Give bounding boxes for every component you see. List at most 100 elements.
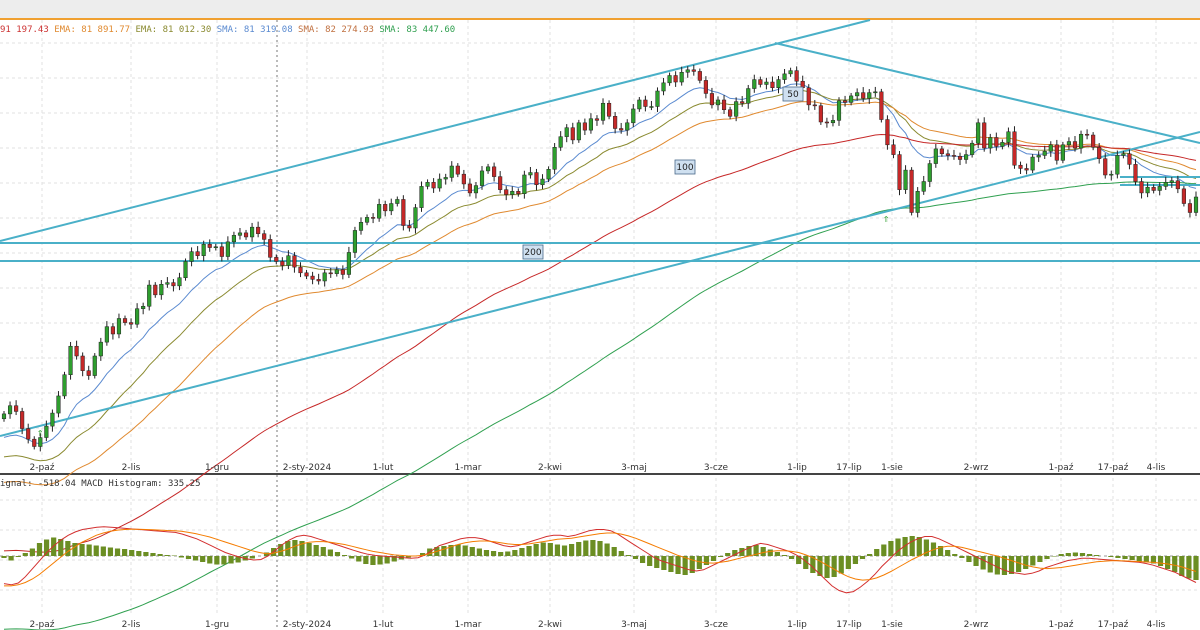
- macd-histogram-bar: [462, 545, 468, 556]
- macd-histogram-bar: [334, 552, 341, 556]
- candle-body: [274, 257, 279, 262]
- macd-histogram-bar: [405, 556, 412, 558]
- candle-body: [970, 142, 975, 155]
- macd-histogram-bar: [22, 553, 28, 556]
- candle-body: [794, 70, 799, 82]
- x-tick-label: 1-paź: [1049, 620, 1074, 630]
- candle-body: [165, 282, 170, 285]
- candle-body: [1103, 158, 1108, 176]
- macd-histogram-bar: [86, 544, 92, 556]
- candle-body: [1139, 181, 1144, 194]
- candle-body: [1169, 180, 1174, 183]
- macd-histogram-bar: [1058, 554, 1064, 556]
- candle-body: [50, 412, 55, 427]
- x-tick-label: 17-lip: [836, 463, 862, 473]
- candle-body: [891, 144, 896, 155]
- x-tick-label: 3-cze: [704, 620, 729, 630]
- macd-histogram-bar: [171, 555, 177, 556]
- candle-body: [921, 181, 926, 192]
- macd-histogram-bar: [618, 551, 624, 556]
- macd-histogram-bar: [881, 544, 887, 556]
- x-tick-label: 4-lis: [1147, 620, 1166, 630]
- candle-body: [104, 326, 109, 343]
- candle-body: [159, 283, 164, 296]
- macd-histogram-bar: [285, 541, 291, 556]
- candle-body: [1193, 196, 1199, 213]
- macd-histogram-bar: [576, 542, 582, 556]
- candle-body: [395, 199, 400, 204]
- candle-body: [310, 275, 315, 280]
- x-tick-label: 17-paź: [1098, 620, 1129, 630]
- x-tick-label: 3-maj: [621, 463, 647, 473]
- ma-badge: [674, 159, 696, 175]
- candle-body: [830, 120, 836, 124]
- macd-histogram-bar: [476, 548, 482, 556]
- candle-body: [383, 204, 388, 212]
- macd-histogram-bar: [278, 544, 284, 556]
- macd-histogram-bar: [483, 550, 490, 556]
- candle-body: [1066, 141, 1071, 146]
- macd-histogram-bar: [1001, 556, 1008, 575]
- x-tick-label: 4-lis: [1147, 463, 1166, 473]
- x-tick-label: 1-sie: [881, 620, 903, 630]
- macd-histogram-bar: [916, 537, 922, 556]
- candle-body: [280, 261, 285, 266]
- macd-histogram-bar: [774, 552, 780, 556]
- candle-body: [1048, 144, 1053, 152]
- candle-body: [292, 255, 297, 268]
- macd-histogram-bar: [909, 536, 915, 556]
- candle-body: [213, 246, 218, 248]
- candle-body: [455, 165, 460, 175]
- macd-histogram-bar: [235, 556, 241, 563]
- candle-body: [679, 71, 684, 83]
- candle-body: [256, 226, 261, 234]
- candlesticks: ⇑⇑: [1, 64, 1199, 452]
- candle-body: [855, 92, 860, 97]
- macd-histogram-bar: [313, 545, 319, 556]
- x-tick-label: 2-paź: [30, 620, 55, 630]
- macd-histogram-bar: [370, 556, 376, 565]
- macd-histogram-bar: [356, 556, 362, 562]
- candle-body: [770, 81, 775, 88]
- macd-histogram-bar: [632, 556, 639, 559]
- candle-body: [1187, 203, 1193, 213]
- macd-histogram-bar: [377, 556, 383, 565]
- candle-body: [1175, 180, 1180, 190]
- candle-body: [933, 148, 938, 164]
- candle-body: [734, 101, 739, 117]
- moving-average-line: [3, 83, 1197, 445]
- macd-histogram-bar: [718, 556, 724, 557]
- x-tick-label: 1-mar: [455, 620, 482, 630]
- candle-body: [485, 166, 491, 172]
- macd-histogram-bar: [65, 541, 71, 556]
- candle-body: [649, 106, 654, 108]
- candle-body: [721, 99, 727, 111]
- candle-body: [570, 127, 575, 141]
- macd-histogram-bar: [129, 550, 135, 556]
- candle-body: [407, 225, 412, 229]
- macd-histogram-bar: [945, 550, 951, 556]
- macd-histogram-bar: [93, 545, 99, 556]
- candle-body: [413, 207, 418, 229]
- candle-body: [528, 172, 533, 176]
- candle-body: [135, 308, 140, 325]
- signal-line: [4, 528, 1197, 587]
- candle-body: [498, 176, 503, 190]
- candle-body: [1151, 186, 1156, 191]
- macd-histogram-bar: [725, 553, 731, 556]
- macd-histogram-bar: [675, 556, 681, 574]
- candle-body: [776, 79, 781, 88]
- candle-body: [552, 147, 557, 170]
- moving-average-line: [3, 101, 1197, 486]
- buy-signal-arrow: ⇑: [37, 426, 44, 439]
- candle-body: [927, 163, 932, 182]
- macd-histogram-bar: [526, 546, 532, 556]
- candle-body: [201, 244, 206, 256]
- macd-histogram-bar: [1079, 553, 1086, 556]
- candle-body: [473, 185, 479, 194]
- macd-histogram-bar: [498, 552, 504, 556]
- ma-badge: [782, 86, 804, 102]
- trendlines[interactable]: [0, 19, 1200, 437]
- macd-histogram-bar: [569, 544, 575, 556]
